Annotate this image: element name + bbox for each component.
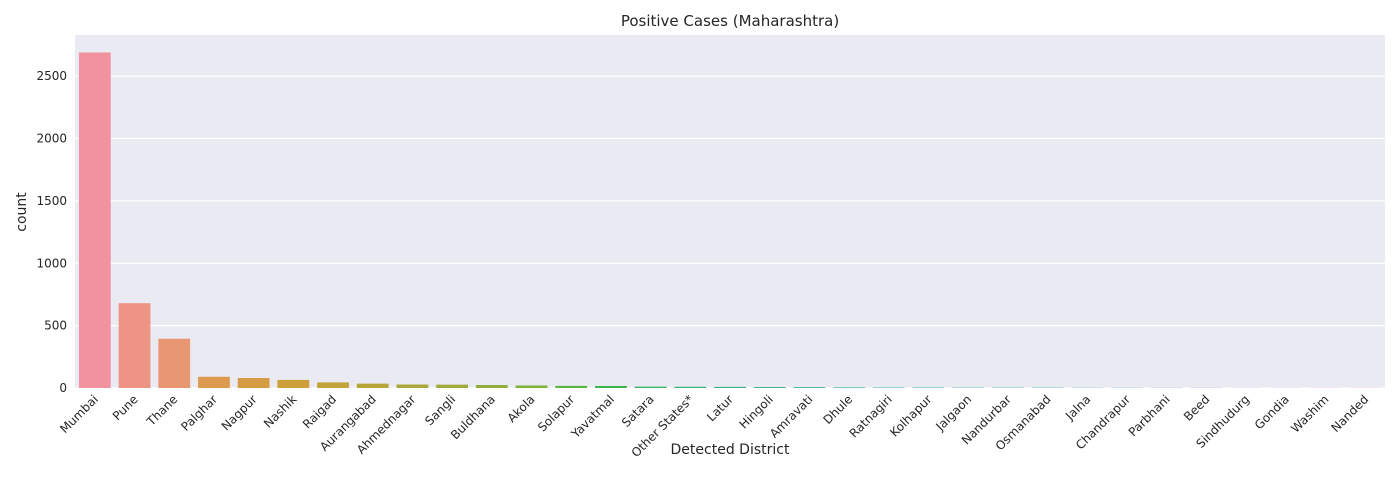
x-tick-label: Satara [619,392,657,430]
plot-area [75,35,1385,388]
bar-nagpur [238,378,270,388]
y-tick-label: 2000 [36,132,67,146]
bar-palghar [198,377,230,388]
bar-sangli [436,385,468,388]
y-tick-label: 0 [59,381,67,395]
x-tick-label: Parbhani [1126,392,1173,439]
bar-pune [119,303,151,388]
x-tick-label: Yavatmal [568,392,617,441]
bar-akola [516,386,548,388]
x-tick-label: Latur [704,392,736,424]
x-tick-label: Nanded [1328,392,1371,435]
bar-dhule [833,387,865,388]
x-tick-label: Jalna [1062,392,1093,423]
x-tick-label: Amravati [767,392,816,441]
bar-yavatmal [595,386,627,388]
x-tick-label: Pune [110,392,141,423]
x-tick-label: Dhule [820,392,855,427]
x-tick-label: Mumbai [57,392,101,436]
y-tick-label: 1500 [36,194,67,208]
x-tick-label: Ratnagiri [847,392,895,440]
x-tick-label: Kolhapur [887,392,934,439]
x-tick-label: Hingoli [737,392,776,431]
x-tick-label: Washim [1288,392,1331,435]
bar-buldhana [476,385,508,388]
bar-aurangabad [357,384,389,388]
x-tick-label: Nashik [261,392,300,431]
x-tick-label: Sangli [422,392,458,428]
x-tick-label: Palghar [178,392,220,434]
y-axis-ticks: 0 500 1000 1500 2000 2500 [36,69,67,395]
x-tick-label: Thane [143,392,180,429]
bar-raigad [317,382,349,388]
bar-nashik [277,380,309,388]
chart-title: Positive Cases (Maharashtra) [621,12,839,30]
x-axis-label: Detected District [671,442,790,458]
bar-satara [635,387,667,388]
y-tick-label: 500 [44,319,67,333]
x-tick-label: Akola [505,392,538,425]
bar-solapur [555,386,587,388]
bar-mumbai [79,52,111,388]
x-tick-label: Raigad [300,392,339,431]
x-tick-label: Nagpur [219,392,260,433]
y-tick-label: 2500 [36,69,67,83]
y-axis-label: count [14,192,30,232]
y-tick-label: 1000 [36,256,67,270]
x-tick-label: Gondia [1252,392,1292,432]
bar-latur [714,387,746,388]
bar-ahmednagar [397,385,429,388]
bar-amravati [794,387,826,388]
x-tick-label: Beed [1181,392,1213,424]
bar-other-states [674,387,706,388]
bar-hingoli [754,387,786,388]
bar-thane [158,339,190,388]
